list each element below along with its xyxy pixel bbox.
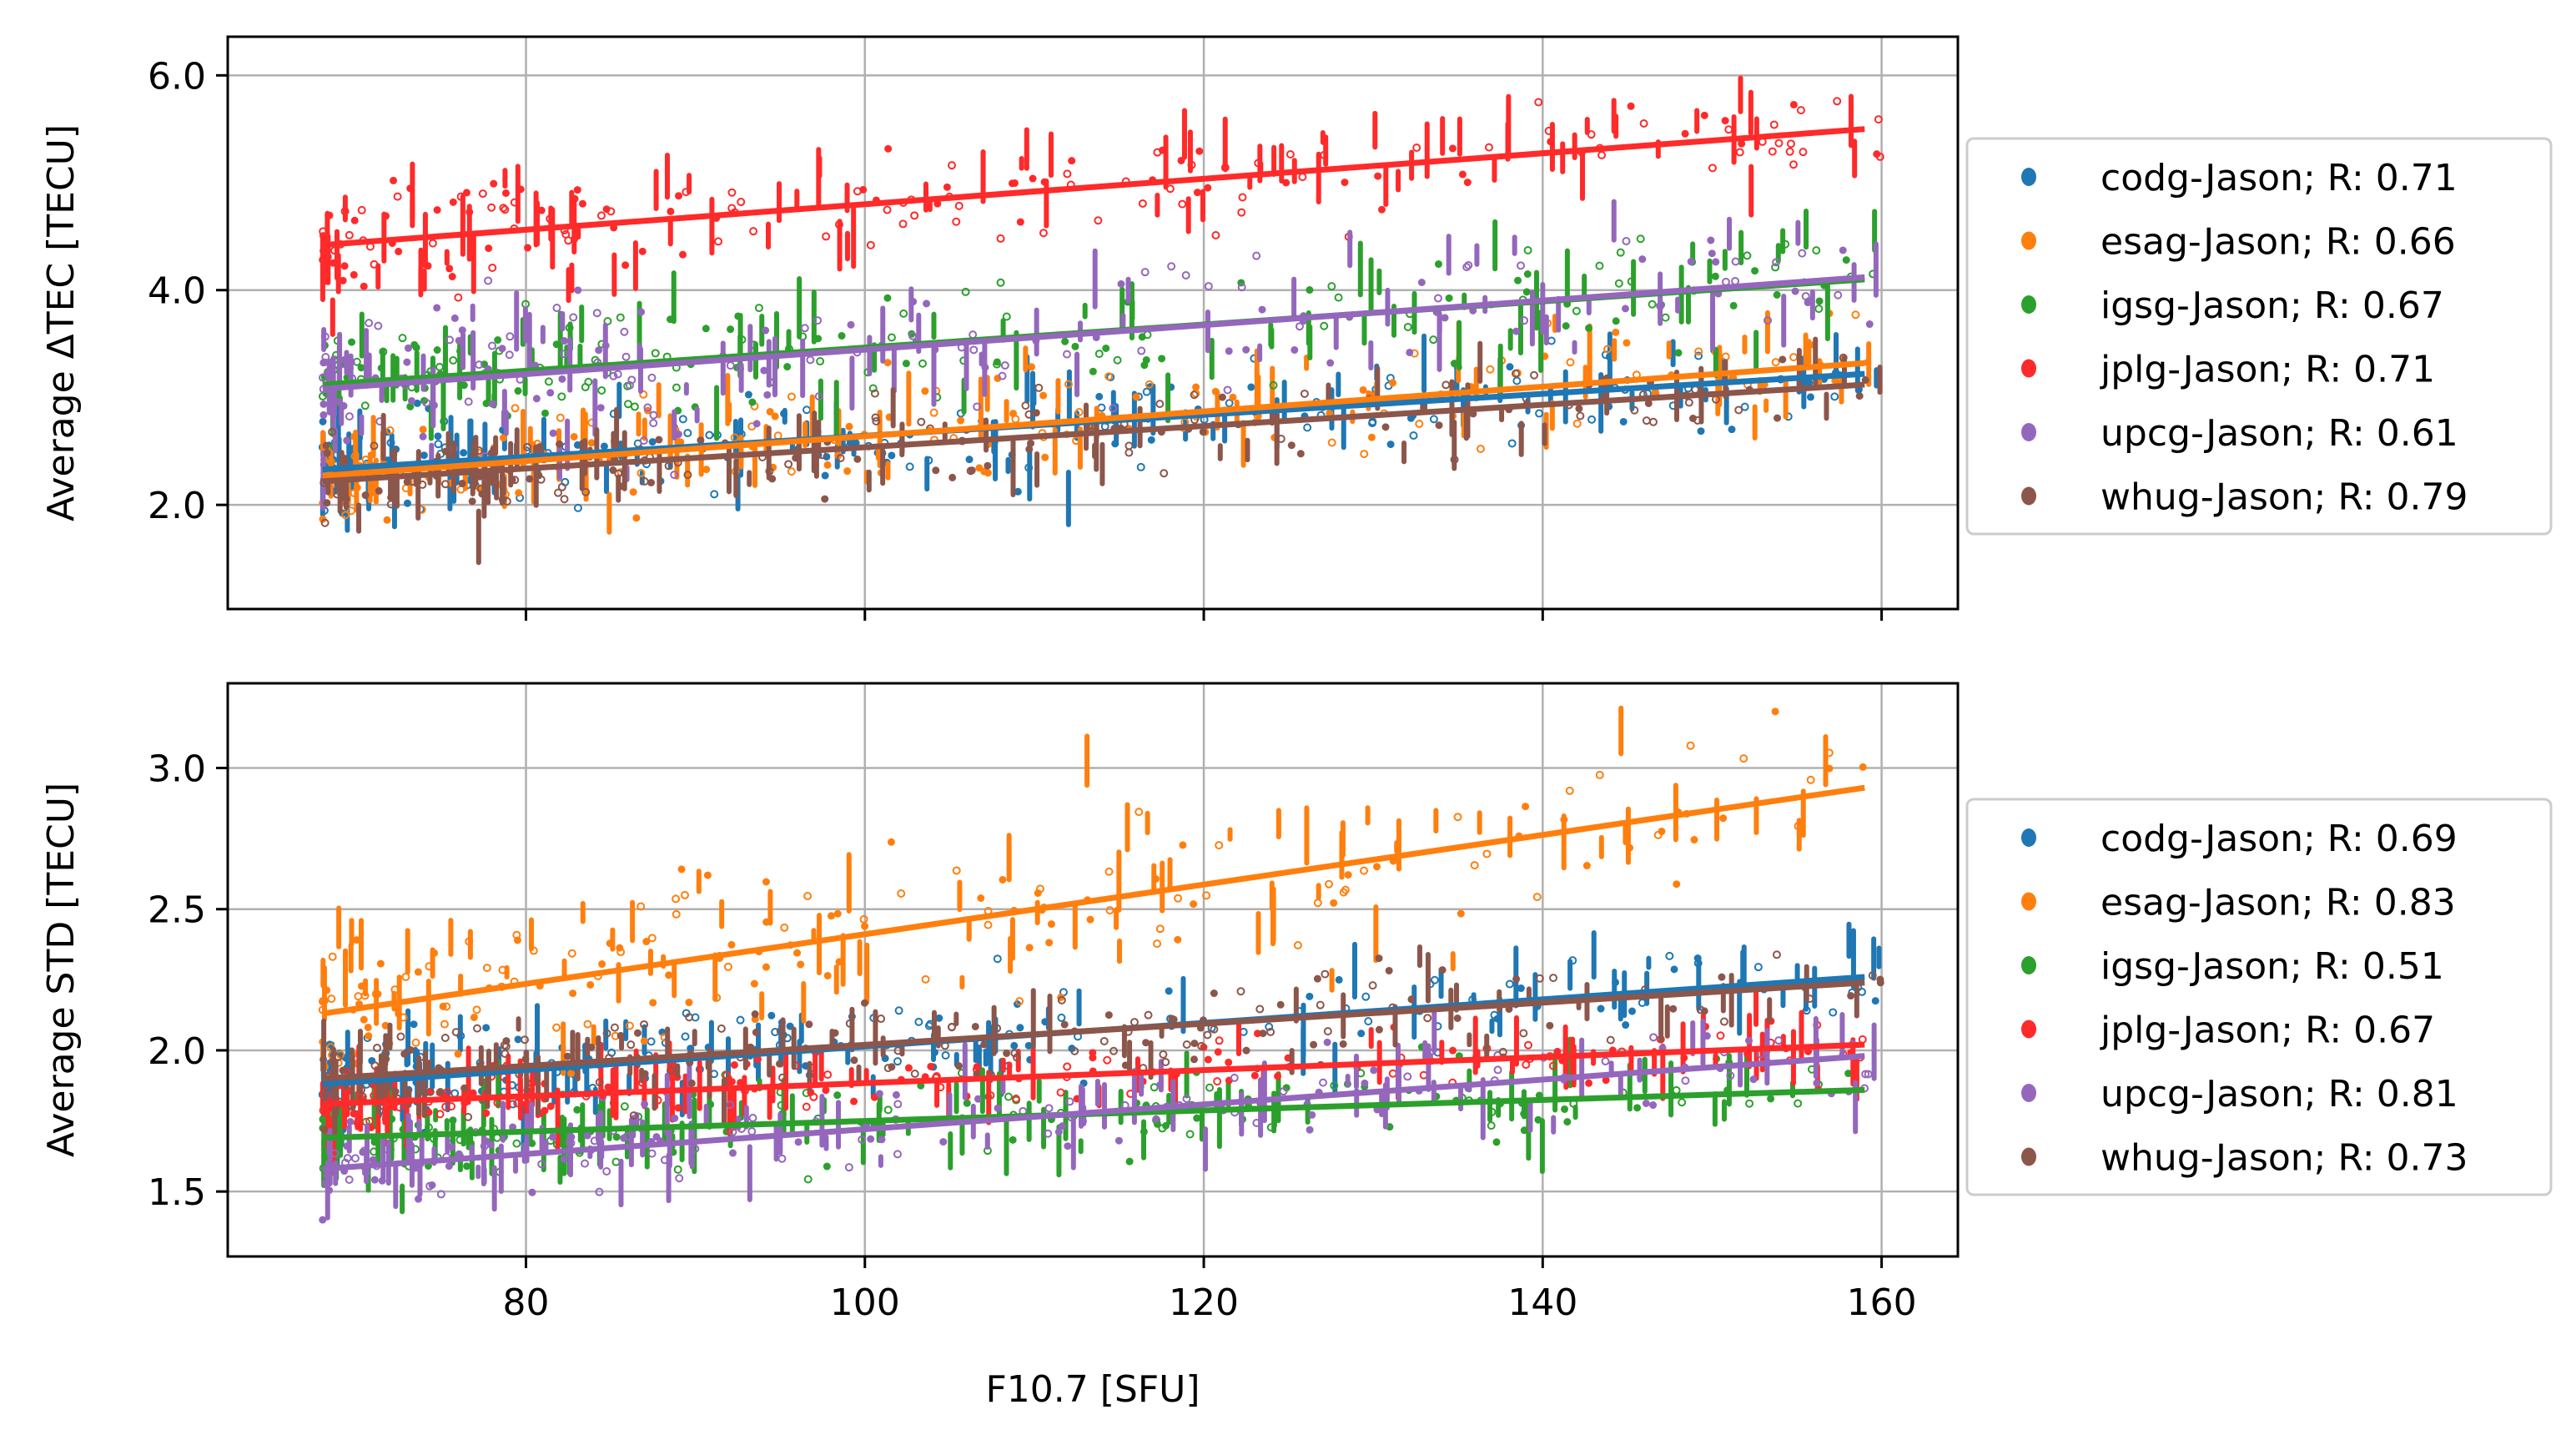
x-tick-label: 160 [1847, 1281, 1917, 1324]
legend-entry: igsg-Jason; R: 0.51 [2101, 945, 2444, 988]
x-axis-label: F10.7 [SFU] [985, 1368, 1200, 1411]
x-tick-label: 80 [503, 1281, 550, 1324]
y-tick-label: 3.0 [148, 748, 206, 791]
legend-entry: jplg-Jason; R: 0.67 [2100, 1010, 2435, 1052]
legend-entry: jplg-Jason; R: 0.71 [2100, 349, 2435, 391]
y-tick-label: 2.5 [148, 889, 206, 932]
y-tick-label: 1.5 [148, 1171, 206, 1214]
legend-box [1965, 137, 2553, 536]
legend-marker-icon [2021, 486, 2036, 506]
fit-line-esag-Jason [322, 360, 1865, 479]
legend-entry: whug-Jason; R: 0.73 [2101, 1137, 2468, 1180]
scatter-points [318, 705, 1884, 1224]
fit-line-whug-Jason [322, 979, 1865, 1082]
y-tick-label: 2.0 [148, 485, 206, 527]
y-axis-label: Average ΔTEC [TECU] [40, 124, 83, 521]
legend-marker-icon [2021, 231, 2036, 250]
y-tick-label: 2.0 [148, 1030, 206, 1073]
legend-entry: upcg-Jason; R: 0.81 [2101, 1073, 2458, 1115]
legend-marker-icon [2021, 828, 2036, 847]
fit-line-jplg-Jason [322, 1041, 1865, 1107]
fit-line-jplg-Jason [322, 126, 1865, 249]
legend-entry: codg-Jason; R: 0.71 [2101, 157, 2458, 199]
y-tick-label: 6.0 [148, 55, 206, 98]
legend-marker-icon [2021, 423, 2036, 441]
legend-marker-icon [2021, 1147, 2036, 1166]
legend-entry: whug-Jason; R: 0.79 [2101, 476, 2468, 519]
legend-marker-icon [2021, 1084, 2036, 1102]
fit-line-upcg-Jason [322, 274, 1865, 392]
legend-entry: igsg-Jason; R: 0.67 [2101, 284, 2444, 327]
axes-frame [226, 682, 1960, 1258]
y-tick-label: 4.0 [148, 270, 206, 313]
legend: codg-Jason; R: 0.69 esag-Jason; R: 0.83 ig… [1965, 798, 2553, 1196]
legend-marker-icon [2021, 892, 2036, 911]
axes-frame [226, 35, 1960, 611]
x-tick-label: 100 [830, 1281, 900, 1324]
legend-entry: esag-Jason; R: 0.66 [2101, 221, 2456, 264]
axis-ticks: 80 100 120 140 160 1.5 2.0 2.5 3.0 [148, 748, 1917, 1324]
legend-marker-icon [2021, 295, 2036, 314]
legend-marker-icon [2021, 1020, 2036, 1039]
panel-average-std: 80 100 120 140 160 1.5 2.0 2.5 3.0 Average STD [… [40, 682, 2553, 1324]
legend-box [1965, 798, 2553, 1196]
panel-average-dtec: 2.0 4.0 6.0 Average ΔTEC [TECU] codg-Jason… [40, 35, 2553, 621]
fit-line-whug-Jason [322, 381, 1865, 485]
x-tick-label: 120 [1169, 1281, 1239, 1324]
legend-marker-icon [2021, 168, 2036, 186]
legend-entry: esag-Jason; R: 0.83 [2101, 882, 2456, 924]
scatter-points [318, 75, 1884, 566]
fit-line-upcg-Jason [322, 1053, 1865, 1172]
grid-lines [228, 683, 1958, 1256]
x-tick-label: 140 [1507, 1281, 1577, 1324]
legend-marker-icon [2021, 359, 2036, 378]
regression-lines [322, 784, 1865, 1172]
y-axis-label: Average STD [TECU] [40, 783, 83, 1157]
legend-entry: upcg-Jason; R: 0.61 [2101, 412, 2458, 455]
legend-entry: codg-Jason; R: 0.69 [2101, 818, 2458, 860]
axis-ticks: 2.0 4.0 6.0 [148, 55, 1884, 621]
legend: codg-Jason; R: 0.71 esag-Jason; R: 0.66 ig… [1965, 137, 2553, 536]
regression-lines [322, 126, 1865, 485]
fit-line-esag-Jason [322, 784, 1865, 1017]
legend-marker-icon [2021, 956, 2036, 974]
